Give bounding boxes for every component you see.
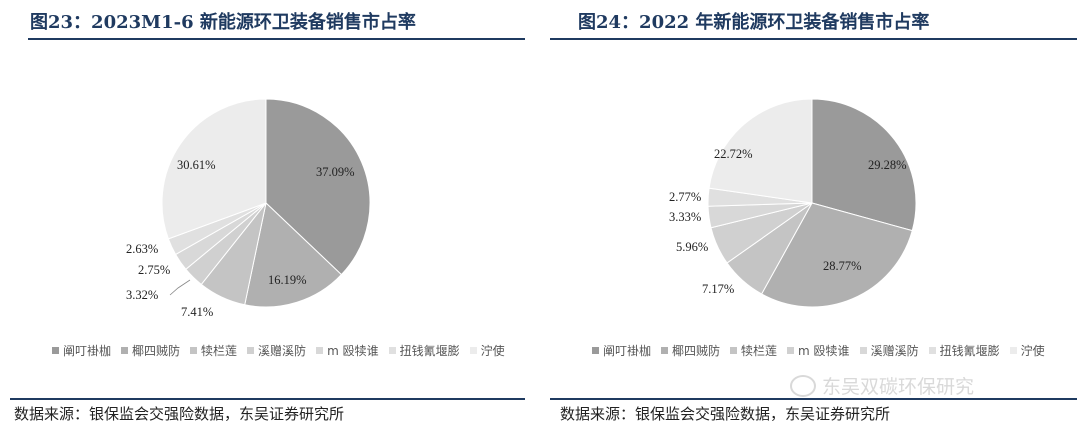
watermark-text: 东吴双碳环保研究 [822,376,975,398]
slice-percent-label: 2.75% [138,263,170,277]
legend-swatch [469,347,477,354]
legend-label: 椰四贼防 [672,344,721,358]
legend-swatch [121,347,129,354]
legend-label: 犊栏莲 [741,344,778,358]
chart-panel-right: 图24：2022 年新能源环卫装备销售市占率 29.28% 28.77% 7.17%… [550,0,1080,435]
legend-item: 犊栏莲 [190,342,237,359]
legend-label: 扭钱氰堰膨 [939,344,1000,358]
legend-item: 扭钱氰堰膨 [928,342,1000,359]
title-rule [28,38,525,40]
pie-slice [811,98,917,232]
source-note: 数据来源：银保监会交强险数据，东吴证券研究所 [560,405,891,423]
legend-item: m 殴犊谁 [316,342,379,359]
watermark: 东吴双碳环保研究 [790,372,974,399]
pie-slice [265,98,371,276]
legend-item: 阐叮褂枷 [592,342,651,359]
legend-label: m 殴犊谁 [327,344,379,358]
slice-percent-label: 2.77% [669,190,701,204]
slice-percent-label: 30.61% [177,158,216,172]
legend-swatch [859,347,867,354]
pie-slice [244,202,343,308]
chart-panel-left: 图23：2023M1-6 新能源环卫装备销售市占率 37.09% 16.19% 7.… [0,0,530,435]
slice-percent-label: 28.77% [823,259,862,273]
legend-item: 椰四贼防 [121,342,180,359]
legend-item: 椰四贼防 [661,342,720,359]
legend-swatch [316,347,324,354]
slice-percent-label: 7.41% [181,305,213,319]
legend-swatch [52,347,59,354]
legend-item: 扭钱氰堰膨 [388,342,460,359]
source-rule [550,398,1077,400]
source-note: 数据来源：银保监会交强险数据，东吴证券研究所 [14,405,345,423]
source-rule [10,398,525,400]
legend-item: m 殴犊谁 [787,342,850,359]
legend-label: 泞使 [1020,344,1045,358]
legend-item: 泞使 [1009,342,1045,359]
leader-line [169,279,191,296]
legend-swatch [247,347,255,354]
slice-percent-label: 3.32% [126,288,158,302]
slice-percent-label: 2.63% [126,242,158,256]
legend: 阐叮褂枷 椰四贼防 犊栏莲 溪赠溪防 m 殴犊谁 扭钱氰堰膨 泞使 [52,342,505,359]
pie-slice [760,202,913,308]
legend-swatch [730,347,738,354]
legend-label: 椰四贼防 [132,344,181,358]
slice-percent-label: 7.17% [702,282,734,296]
slice-percent-label: 5.96% [676,240,708,254]
legend-label: m 殴犊谁 [798,344,850,358]
legend-label: 溪赠溪防 [258,344,307,358]
chart-title: 图24：2022 年新能源环卫装备销售市占率 [578,12,930,33]
slice-percent-label: 29.28% [868,158,907,172]
legend-label: 阐叮褂枷 [63,344,112,358]
legend-swatch [928,347,936,354]
wechat-icon [790,374,816,397]
legend-swatch [592,347,599,354]
legend-label: 溪赠溪防 [870,344,919,358]
legend-label: 泞使 [480,344,505,358]
legend-label: 犊栏莲 [201,344,238,358]
legend-item: 犊栏莲 [730,342,777,359]
pie-slice [161,98,267,240]
pie-chart-2023: 37.09% 16.19% 7.41% 3.32% 2.75% 2.63% 30.61% [126,98,371,319]
chart-title: 图23：2023M1-6 新能源环卫装备销售市占率 [30,12,416,33]
legend-item: 溪赠溪防 [247,342,306,359]
legend-swatch [1009,347,1017,354]
legend-swatch [388,347,396,354]
slice-percent-label: 3.33% [669,210,701,224]
legend-item: 泞使 [469,342,505,359]
legend-label: 阐叮褂枷 [603,344,652,358]
title-rule [550,38,1077,40]
slice-percent-label: 22.72% [714,147,753,161]
legend-swatch [787,347,795,354]
pie-slice [708,98,813,204]
legend-swatch [661,347,669,354]
legend-item: 阐叮褂枷 [52,342,111,359]
slice-percent-label: 16.19% [268,273,307,287]
legend-swatch [190,347,198,354]
legend-item: 溪赠溪防 [859,342,919,359]
pie-chart-2022: 29.28% 28.77% 7.17% 5.96% 3.33% 2.77% 22.72% [669,98,917,308]
slice-percent-label: 37.09% [316,165,355,179]
legend: 阐叮褂枷 椰四贼防 犊栏莲 m 殴犊谁 溪赠溪防 扭钱氰堰膨 泞使 [592,342,1045,359]
legend-label: 扭钱氰堰膨 [399,344,460,358]
